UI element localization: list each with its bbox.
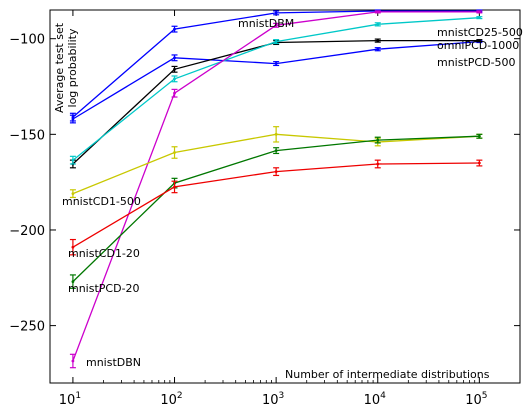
series-mnistPCD-500 [69,40,483,124]
x-tick-exponent: 4 [380,391,386,401]
data-point [376,138,380,142]
plot-border [49,9,521,384]
data-point [71,117,75,121]
y-axis-label-line2: log probability [66,28,79,107]
x-tick-label: 102 [160,391,182,405]
data-point [71,245,75,249]
data-point [173,56,176,60]
series-label-omniPCD-1000: omniPCD-1000 [437,39,519,52]
x-axis-label: Number of intermediate distributions [285,368,490,381]
data-point [173,151,176,154]
axis-ticks: −100 −150 −200 −250 101 102 103 104 105 [9,10,520,405]
data-point [274,11,278,15]
data-point [71,280,75,284]
data-point [477,10,481,14]
series-label-mnistDBN: mnistDBN [86,356,141,369]
y-tick-label: −250 [9,320,45,335]
series-label-mnistPCD-20: mnistPCD-20 [68,282,140,295]
data-point [71,359,75,363]
series-mnistCD1-20 [69,159,483,256]
data-point [173,91,176,95]
series-label-mnistDBM: mnistDBM [238,17,294,30]
x-tick-exponent: 1 [75,391,81,401]
series-label-mnistCD1-20: mnistCD1-20 [68,247,140,260]
x-tick-label: 104 [364,391,387,405]
series-mnistCD25-500 [69,16,483,165]
series-label-mnistCD1-500: mnistCD1-500 [62,195,141,208]
data-point [477,16,481,20]
series-line [72,39,480,165]
data-point [71,192,75,196]
data-point [274,23,278,27]
data-point [274,132,278,136]
data-point [274,170,278,174]
data-point [376,47,380,51]
series-mnistDBN [69,10,483,369]
x-tick-label: 103 [262,391,284,405]
data-point [376,22,380,26]
series-mnistCD1-500 [69,126,483,199]
x-tick-exponent: 5 [482,391,488,401]
data-point [71,158,75,162]
data-point [477,161,481,165]
data-point [173,77,176,81]
x-tick-label: 101 [59,391,81,405]
series-label-mnistPCD-500: mnistPCD-500 [437,56,516,69]
data-point [477,39,481,43]
data-point [173,67,176,71]
data-point [477,134,481,138]
data-point [173,27,176,31]
series-label-mnistCD25-500: mnistCD25-500 [437,26,523,39]
data-point [376,10,380,14]
y-tick-label: −150 [9,128,45,143]
data-point [173,185,176,189]
data-point [274,149,278,152]
x-tick-exponent: 3 [279,391,285,401]
series-labels: mnistDBM mnistPCD-500 omniPCD-1000 mnist… [62,17,523,369]
data-point [376,162,380,166]
x-tick-label: 105 [465,391,487,405]
y-axis-label-line1: Average test set [53,22,66,113]
y-tick-label: −100 [9,33,45,48]
data-point [376,39,380,43]
plot-frame [49,9,521,384]
y-tick-label: −200 [9,224,45,239]
data-point [274,62,278,65]
x-tick-exponent: 2 [177,391,183,401]
data-point [274,40,278,43]
series-mnistPCD-20 [69,133,483,289]
series-lines [69,9,483,369]
